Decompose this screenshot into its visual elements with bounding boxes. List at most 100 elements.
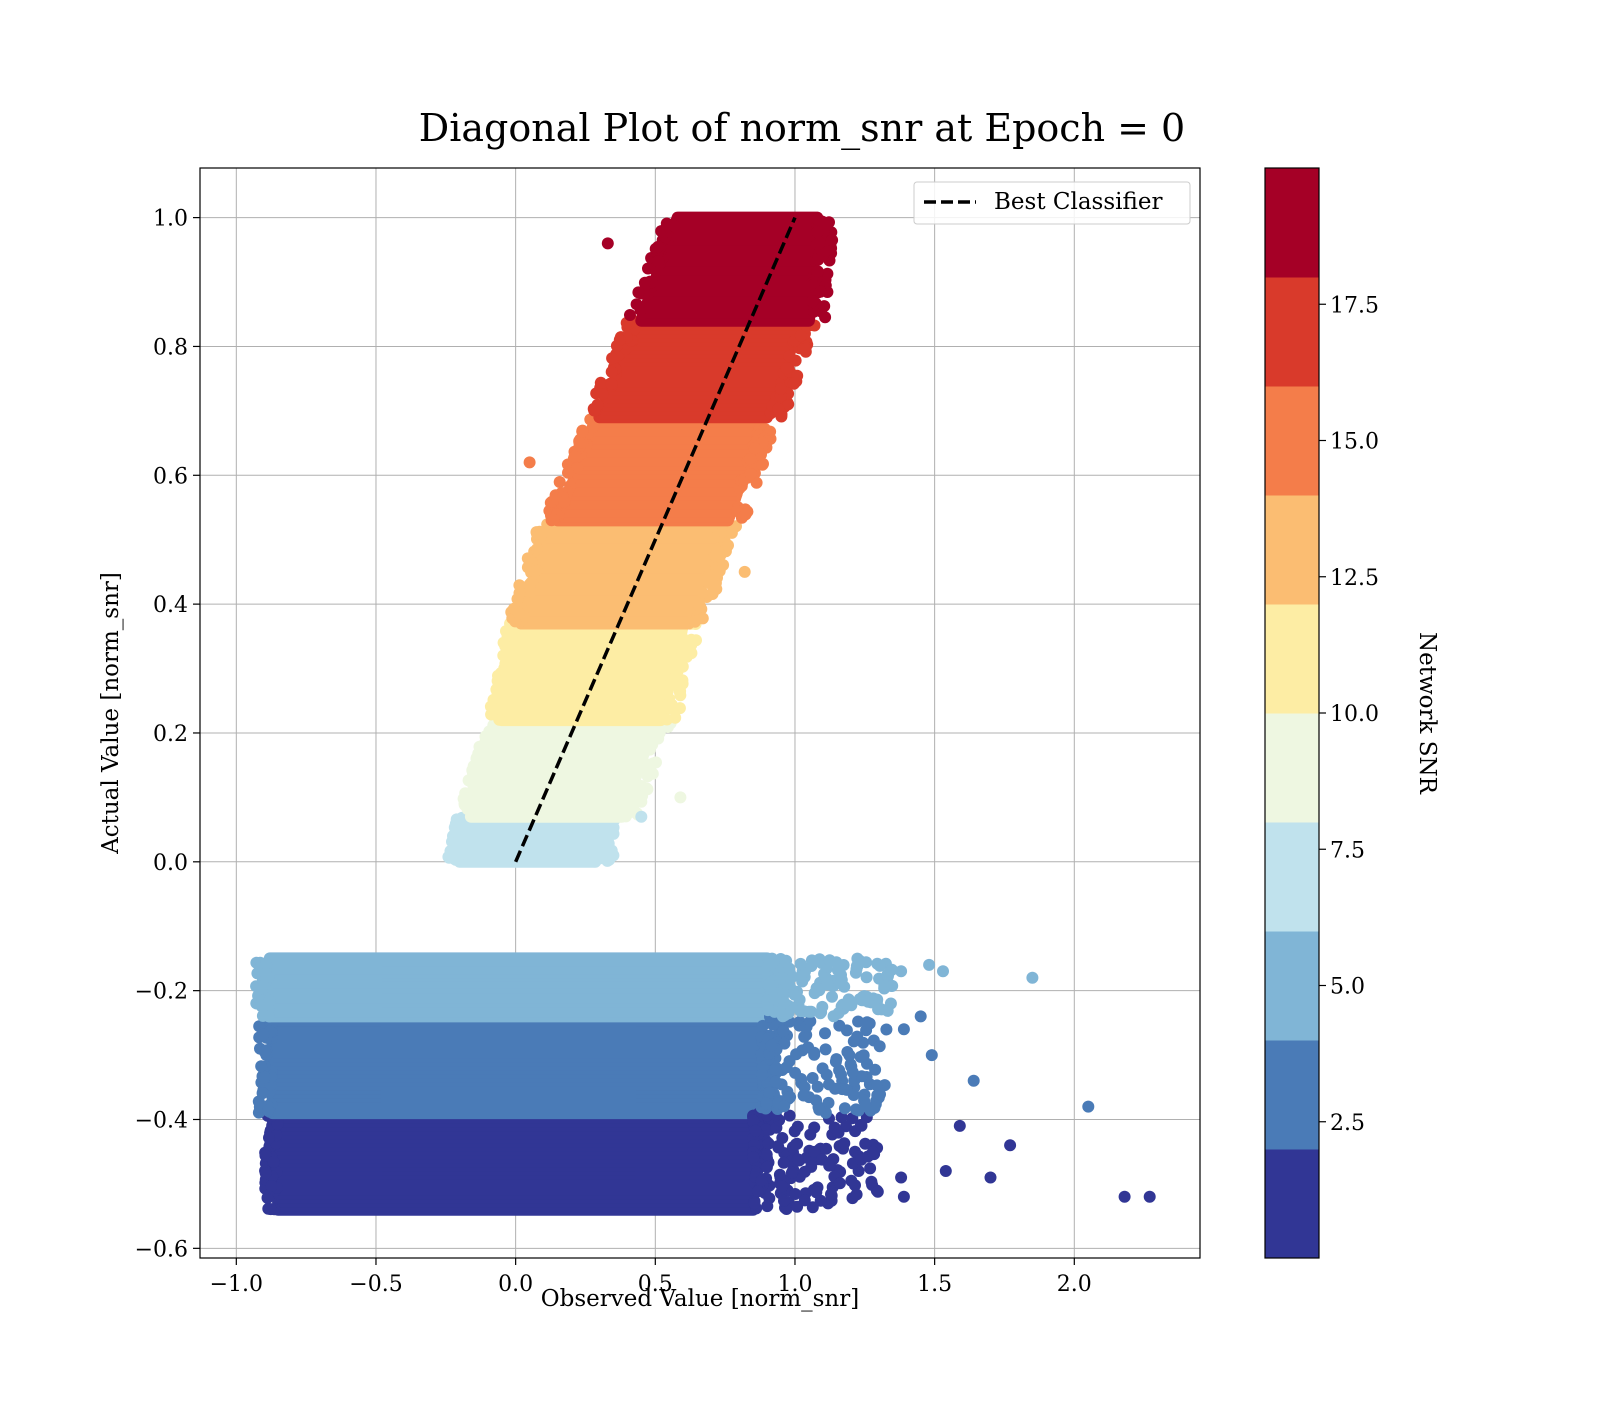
scatter-point (818, 300, 831, 313)
scatter-point (712, 546, 725, 559)
scatter-point (838, 980, 851, 993)
scatter-point (829, 1055, 842, 1068)
x-tick-label: −0.5 (349, 1272, 402, 1297)
scatter-point (811, 226, 824, 239)
scatter-point (767, 992, 780, 1005)
scatter-point-outlier (1118, 1190, 1131, 1203)
scatter-point (253, 983, 266, 995)
scatter-point (505, 649, 518, 662)
scatter-point (606, 352, 619, 365)
scatter-point (504, 671, 517, 683)
legend: Best Classifier (913, 181, 1191, 225)
colorbar-segment (1265, 822, 1319, 932)
scatter-point (748, 1197, 761, 1210)
colorbar-tick-label: 5.0 (1330, 975, 1365, 1000)
scatter-point-outlier (897, 1023, 910, 1036)
scatter-point (838, 1137, 851, 1150)
scatter-point (790, 1048, 803, 1061)
scatter-point (765, 958, 778, 971)
scatter-point (748, 442, 761, 455)
scatter-point (880, 1023, 893, 1036)
colorbar-segment (1265, 931, 1319, 1041)
scatter-point (878, 980, 891, 993)
y-tick-label: 0.8 (153, 335, 188, 360)
scatter-point (822, 1096, 835, 1109)
scatter-point-outlier (607, 849, 620, 862)
scatter-point (791, 1153, 804, 1166)
scatter-point (778, 1194, 790, 1207)
scatter-point (850, 963, 863, 976)
y-tick-label: −0.2 (135, 980, 188, 1005)
scatter-point (772, 402, 785, 415)
colorbar-segment (1265, 1149, 1319, 1259)
scatter-point-outlier (1004, 1139, 1017, 1152)
scatter-point (826, 234, 839, 247)
scatter-point (777, 1025, 790, 1037)
scatter-point (262, 1104, 275, 1117)
scatter-point (864, 1162, 877, 1175)
scatter-point (756, 458, 769, 471)
scatter-point (568, 450, 581, 463)
scatter-point (855, 1119, 868, 1132)
scatter-point (805, 954, 818, 967)
colorbar-segment (1265, 604, 1319, 714)
scatter-point (632, 286, 645, 299)
scatter-point (763, 1086, 776, 1099)
scatter-point (776, 1180, 788, 1193)
scatter-point (455, 834, 468, 847)
best-classifier-layer (514, 216, 797, 863)
colorbar-segment (1265, 168, 1319, 278)
scatter-point (261, 1191, 274, 1204)
scatter-point (798, 1194, 811, 1207)
scatter-point-outlier (897, 1190, 910, 1203)
scatter-point (573, 436, 586, 449)
scatter-point (761, 1200, 774, 1213)
scatter-point (641, 783, 654, 796)
scatter-point (847, 1035, 860, 1048)
colorbar-label: Network SNR (1414, 632, 1440, 795)
scatter-point (806, 295, 819, 308)
y-tick-label: 0.0 (153, 851, 188, 876)
scatter-point (673, 702, 686, 715)
scatter-point (814, 1007, 827, 1020)
colorbar-segment (1265, 495, 1319, 605)
scatter-point (760, 1097, 773, 1110)
scatter-point (819, 311, 832, 324)
y-tick-label: 1.0 (153, 207, 188, 232)
scatter-point (778, 996, 791, 1009)
scatter-point (811, 1080, 824, 1093)
scatter-point (258, 1071, 271, 1084)
scatter-point (547, 513, 560, 526)
scatter-point (616, 809, 629, 822)
scatter-point (873, 1040, 886, 1053)
scatter-point (535, 527, 548, 540)
scatter-point (668, 219, 681, 232)
x-axis-ticks: −1.0 −0.5 0.0 0.5 1.0 1.5 2.0 (210, 1258, 1092, 1297)
scatter-point (784, 1091, 797, 1103)
scatter-point (874, 1088, 886, 1101)
scatter-point (265, 1180, 278, 1192)
scatter-point (833, 1019, 846, 1032)
scatter-point (512, 606, 525, 619)
x-tick-label: 2.0 (1057, 1272, 1092, 1297)
scatter-point (747, 1114, 760, 1127)
scatter-point (798, 1165, 811, 1178)
scatter-point (850, 1188, 863, 1201)
x-tick-label: 0.5 (638, 1272, 673, 1297)
scatter-point (750, 476, 763, 489)
best-classifier-line (514, 216, 797, 863)
scatter-point (487, 730, 500, 743)
scatter-point-outlier (1026, 971, 1039, 984)
scatter-point (859, 1137, 872, 1150)
scatter-point (259, 1149, 272, 1162)
scatter-point-outlier (674, 791, 687, 804)
scatter-point (529, 565, 542, 578)
scatter-point-outlier (1082, 1100, 1095, 1113)
scatter-point (817, 216, 829, 228)
scatter-point (773, 1168, 786, 1181)
scatter-point-outlier (939, 1165, 952, 1177)
scatter-point (808, 987, 821, 1000)
scatter-point (810, 1094, 823, 1107)
scatter-point (835, 1111, 848, 1124)
